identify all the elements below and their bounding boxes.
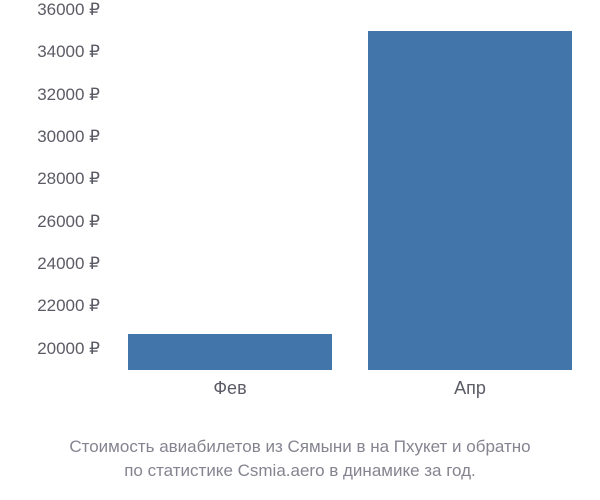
y-tick-label: 24000 ₽ [37, 254, 100, 274]
x-axis: Фев Апр [110, 378, 590, 408]
y-tick-label: 20000 ₽ [37, 339, 100, 359]
plot-area [110, 10, 590, 370]
x-tick-label: Апр [454, 378, 486, 399]
y-tick-label: 36000 ₽ [37, 0, 100, 20]
y-tick-label: 30000 ₽ [37, 127, 100, 147]
bar [128, 334, 332, 370]
x-tick-label: Фев [213, 378, 246, 399]
y-tick-label: 28000 ₽ [37, 169, 100, 189]
caption-line-1: Стоимость авиабилетов из Сямыни в на Пху… [20, 435, 580, 459]
price-chart: 20000 ₽ 22000 ₽ 24000 ₽ 26000 ₽ 28000 ₽ 30000… [0, 0, 600, 430]
caption-line-2: по статистике Csmia.aero в динамике за г… [20, 459, 580, 483]
bar [368, 31, 572, 370]
y-tick-label: 22000 ₽ [37, 296, 100, 316]
chart-caption: Стоимость авиабилетов из Сямыни в на Пху… [0, 435, 600, 483]
y-tick-label: 34000 ₽ [37, 42, 100, 62]
y-axis: 20000 ₽ 22000 ₽ 24000 ₽ 26000 ₽ 28000 ₽ 30000… [0, 0, 110, 380]
y-tick-label: 32000 ₽ [37, 85, 100, 105]
y-tick-label: 26000 ₽ [37, 212, 100, 232]
